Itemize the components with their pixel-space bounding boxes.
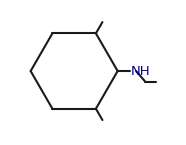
Text: NH: NH — [131, 65, 150, 78]
